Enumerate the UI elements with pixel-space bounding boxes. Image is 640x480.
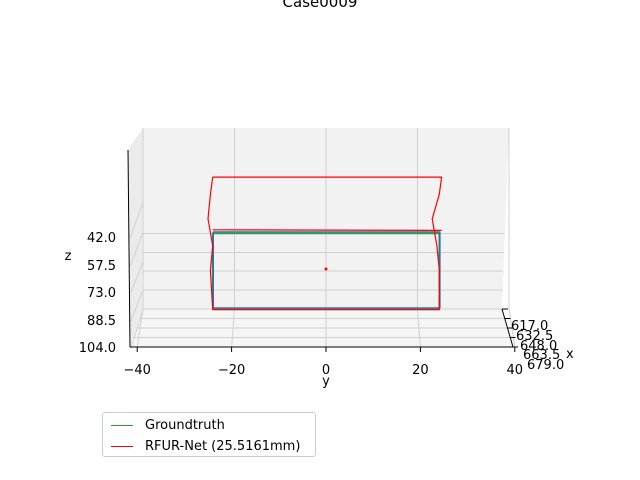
legend: Groundtruth RFUR-Net (25.5161mm) [102, 412, 316, 457]
legend-item-groundtruth: Groundtruth [111, 415, 225, 435]
y-tick-label: 40 [507, 363, 524, 378]
series-line-rfur-net [212, 229, 442, 231]
grid-line-left-z [130, 261, 144, 294]
y-tick-label: −40 [123, 363, 150, 378]
grid [129, 128, 516, 349]
x-axis-label: x [566, 347, 574, 362]
x-tick-label: 663.5 [523, 348, 560, 363]
legend-label-groundtruth: Groundtruth [145, 417, 225, 433]
legend-swatch-rfur-net [111, 445, 133, 447]
series-line-rfur-net [207, 176, 443, 311]
tick-labels: −40 −20 0 20 40 42.0 57.5 73.0 88.5 104.0 617.0632… [79, 231, 564, 378]
legend-swatch-groundtruth [111, 424, 133, 426]
z-tick-label: 57.5 [87, 259, 116, 274]
legend-label-rfur-net: RFUR-Net (25.5161mm) [145, 438, 301, 454]
axes [127, 149, 518, 352]
series-layer [207, 176, 443, 311]
grid-line-left-z [130, 289, 144, 322]
x-tick-label: 617.0 [511, 319, 548, 334]
z-tick-label: 104.0 [79, 341, 116, 356]
grid-line-left-z [129, 231, 144, 267]
z-axis-line [127, 149, 131, 348]
x-tick-label: 632.5 [516, 329, 553, 344]
x-axis-line [501, 308, 514, 348]
legend-item-rfur-net: RFUR-Net (25.5161mm) [111, 436, 300, 456]
x-tick-label: 679.0 [527, 358, 564, 373]
y-axis-label: y [322, 374, 330, 389]
data-point [324, 267, 328, 271]
z-tick-label: 73.0 [87, 286, 116, 301]
z-axis-label: z [65, 249, 72, 264]
chart-title: Case0009 [283, 0, 358, 11]
z-tick-label: 88.5 [87, 314, 116, 329]
y-tick-label: 20 [412, 363, 429, 378]
y-tick-label: −20 [218, 363, 245, 378]
z-tick-label: 42.0 [87, 231, 116, 246]
y-tick-label: 0 [322, 363, 330, 378]
grid-line-left-z [129, 201, 144, 239]
left-pane [128, 128, 143, 347]
x-tick-label: 648.0 [520, 339, 557, 354]
